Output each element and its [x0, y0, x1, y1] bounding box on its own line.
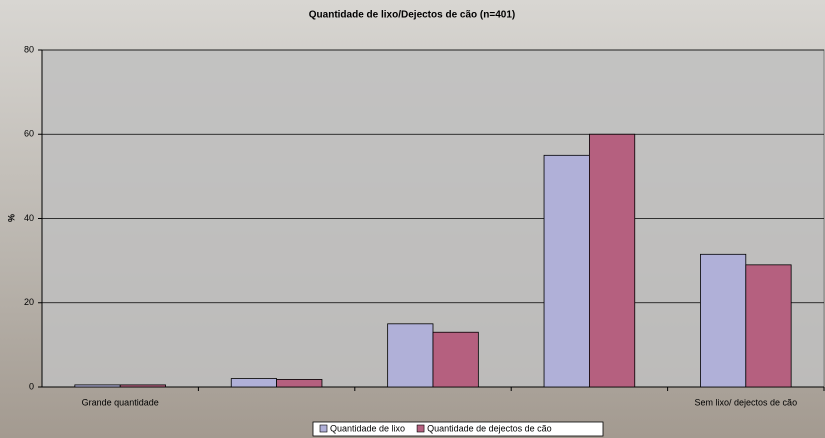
bar	[388, 324, 433, 387]
bar	[277, 379, 322, 387]
y-axis-label: %	[6, 214, 16, 222]
x-tick-label: Sem lixo/ dejectos de cão	[695, 397, 798, 407]
bar	[120, 385, 165, 387]
legend-label: Quantidade de dejectos de cão	[427, 423, 552, 433]
legend-swatch	[320, 425, 327, 432]
bar	[589, 134, 634, 387]
bar	[746, 265, 791, 387]
bar	[231, 379, 276, 387]
y-tick-label: 0	[29, 381, 34, 391]
y-tick-label: 60	[24, 129, 34, 139]
bar	[433, 332, 478, 387]
bar	[544, 155, 589, 387]
bar	[75, 385, 120, 387]
x-tick-label: Grande quantidade	[82, 397, 159, 407]
bar	[700, 254, 745, 387]
y-tick-label: 20	[24, 297, 34, 307]
legend-label: Quantidade de lixo	[330, 423, 405, 433]
y-tick-label: 40	[24, 213, 34, 223]
y-tick-label: 80	[24, 44, 34, 54]
legend-swatch	[417, 425, 424, 432]
chart: Quantidade de lixo/Dejectos de cão (n=40…	[0, 0, 825, 438]
chart-title: Quantidade de lixo/Dejectos de cão (n=40…	[309, 10, 515, 21]
